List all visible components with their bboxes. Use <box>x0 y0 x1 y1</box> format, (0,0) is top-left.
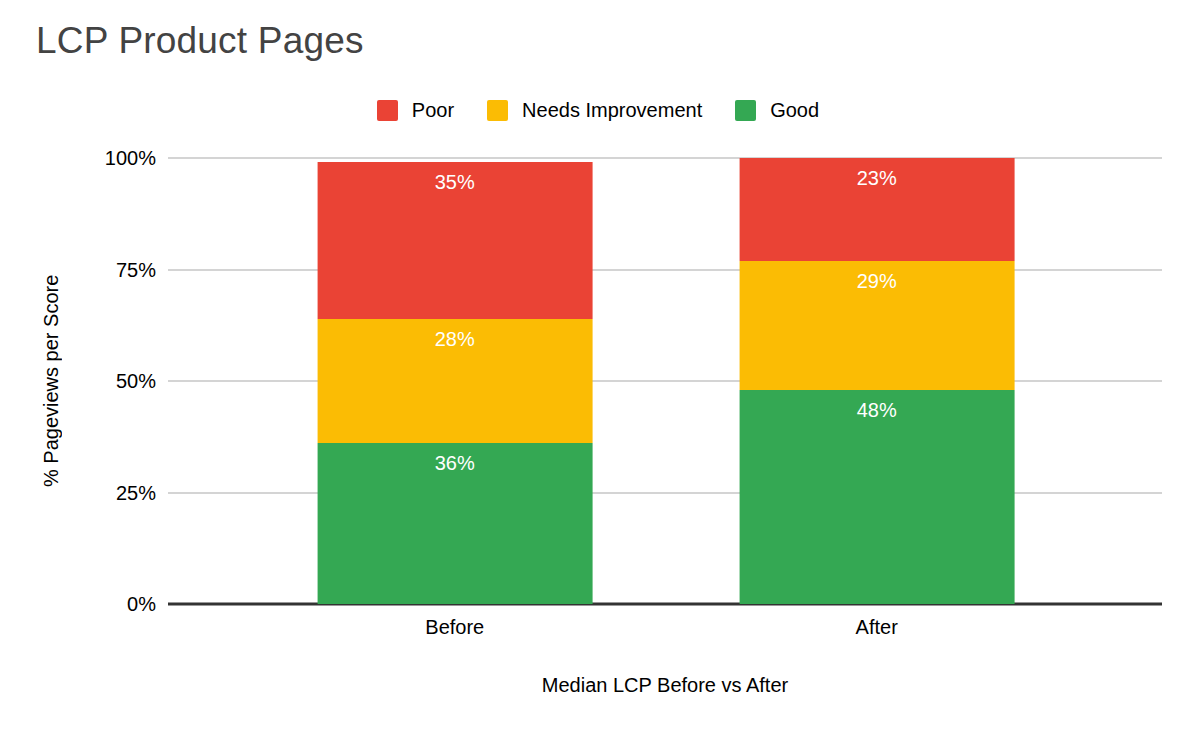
segment-value-label: 23% <box>857 158 897 190</box>
bar-before: 35% 28% 36% <box>317 158 592 604</box>
y-tick-label-0: 0% <box>127 593 156 616</box>
legend: Poor Needs Improvement Good <box>0 99 1196 122</box>
segment-value-label: 28% <box>435 319 475 351</box>
legend-item-good[interactable]: Good <box>735 99 819 122</box>
legend-item-poor[interactable]: Poor <box>377 99 454 122</box>
segment-before-good[interactable]: 36% <box>317 443 592 604</box>
chart-title: LCP Product Pages <box>36 20 364 62</box>
category-label-before: Before <box>425 616 484 639</box>
x-category-labels: Before After <box>168 616 1162 642</box>
segment-after-poor[interactable]: 23% <box>739 158 1014 261</box>
legend-swatch-icon <box>377 100 398 121</box>
y-tick-label-50: 50% <box>116 370 156 393</box>
segment-value-label: 35% <box>435 162 475 194</box>
segment-after-good[interactable]: 48% <box>739 390 1014 604</box>
segment-after-needs-improvement[interactable]: 29% <box>739 261 1014 390</box>
legend-label: Poor <box>412 99 454 122</box>
segment-before-poor[interactable]: 35% <box>317 162 592 318</box>
legend-swatch-icon <box>487 100 508 121</box>
legend-label: Needs Improvement <box>522 99 702 122</box>
segment-value-label: 48% <box>857 390 897 422</box>
x-axis-title: Median LCP Before vs After <box>168 674 1162 697</box>
y-tick-label-25: 25% <box>116 481 156 504</box>
segment-before-needs-improvement[interactable]: 28% <box>317 319 592 444</box>
chart: LCP Product Pages Poor Needs Improvement G… <box>0 0 1196 738</box>
category-label-after: After <box>856 616 898 639</box>
y-axis-title: % Pageviews per Score <box>40 158 63 604</box>
segment-value-label: 29% <box>857 261 897 293</box>
segment-value-label: 36% <box>435 443 475 475</box>
legend-item-needs-improvement[interactable]: Needs Improvement <box>487 99 702 122</box>
plot-area: 0%25%50%75%100%35%28%36%23%29%48% <box>168 158 1162 604</box>
legend-label: Good <box>770 99 819 122</box>
y-tick-label-100: 100% <box>105 147 156 170</box>
y-tick-label-75: 75% <box>116 258 156 281</box>
bar-after: 23% 29% 48% <box>739 158 1014 604</box>
legend-swatch-icon <box>735 100 756 121</box>
